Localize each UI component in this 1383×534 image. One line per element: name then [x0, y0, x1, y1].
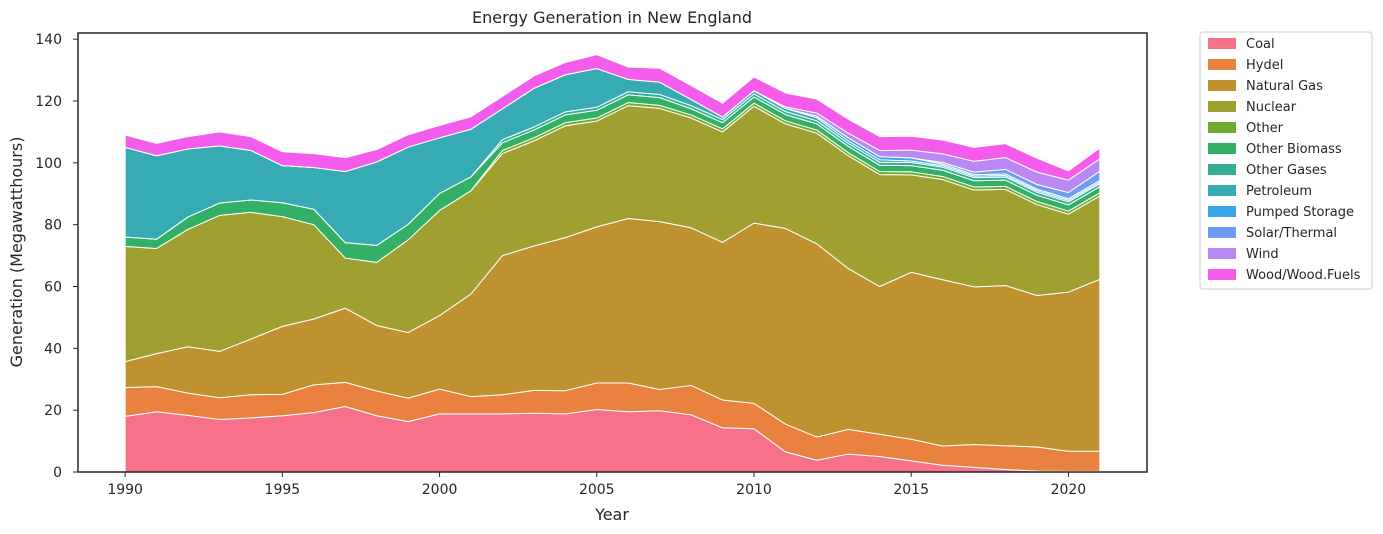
- legend-label-other-biomass: Other Biomass: [1246, 142, 1342, 157]
- legend-swatch-wind: [1208, 248, 1236, 259]
- y-tick-label: 80: [44, 218, 62, 234]
- area-layer: [124, 54, 1101, 473]
- x-tick-label: 2010: [736, 482, 772, 498]
- legend-label-other-gases: Other Gases: [1246, 163, 1327, 178]
- legend-swatch-solar-thermal: [1208, 227, 1236, 238]
- legend-label-nuclear: Nuclear: [1246, 100, 1297, 115]
- x-tick-label: 2015: [893, 482, 929, 498]
- x-tick-label: 1995: [265, 482, 301, 498]
- x-tick-label: 2000: [422, 482, 458, 498]
- legend: Coal Hydel Natural Gas Nuclear Other Other Bi…: [1199, 31, 1373, 290]
- legend-swatch-other: [1208, 122, 1236, 133]
- plot-frame: [77, 32, 1148, 473]
- legend-label-wood-wood-fuels: Wood/Wood.Fuels: [1246, 268, 1361, 283]
- y-tick-label: 140: [35, 32, 62, 48]
- y-tick-label: 40: [44, 341, 62, 357]
- y-axis-title: Generation (Megawatthours): [7, 137, 26, 368]
- legend-swatch-natural-gas: [1208, 80, 1236, 91]
- y-tick-label: 0: [53, 465, 62, 481]
- legend-label-wind: Wind: [1246, 247, 1279, 262]
- legend-swatch-other-gases: [1208, 164, 1236, 175]
- x-axis-ticks: 1990 1995 2000 2005 2010 2015 2020: [107, 472, 1086, 498]
- chart-title: Energy Generation in New England: [472, 8, 752, 27]
- x-tick-label: 1990: [107, 482, 143, 498]
- legend-swatch-nuclear: [1208, 101, 1236, 112]
- y-tick-label: 60: [44, 280, 62, 296]
- legend-label-coal: Coal: [1246, 37, 1275, 52]
- y-tick-label: 120: [35, 94, 62, 110]
- legend-label-hydel: Hydel: [1246, 58, 1283, 73]
- legend-swatch-other-biomass: [1208, 143, 1236, 154]
- legend-swatch-pumped-storage: [1208, 206, 1236, 217]
- legend-swatch-hydel: [1208, 59, 1236, 70]
- y-tick-label: 100: [35, 156, 62, 172]
- x-tick-label: 2020: [1051, 482, 1087, 498]
- area-series-wood-wood-fuels: [124, 54, 1101, 181]
- y-tick-label: 20: [44, 403, 62, 419]
- x-tick-label: 2005: [579, 482, 615, 498]
- legend-label-petroleum: Petroleum: [1246, 184, 1312, 199]
- legend-label-other: Other: [1246, 121, 1284, 136]
- x-axis-title: Year: [594, 505, 629, 524]
- legend-label-pumped-storage: Pumped Storage: [1246, 205, 1354, 220]
- legend-swatch-coal: [1208, 38, 1236, 49]
- y-axis-ticks: 0 20 40 60 80 100 120 140: [35, 32, 78, 481]
- legend-frame: [1199, 31, 1373, 290]
- legend-swatch-petroleum: [1208, 185, 1236, 196]
- legend-swatch-wood-wood-fuels: [1208, 269, 1236, 280]
- legend-label-solar-thermal: Solar/Thermal: [1246, 226, 1337, 241]
- legend-label-natural-gas: Natural Gas: [1246, 79, 1323, 94]
